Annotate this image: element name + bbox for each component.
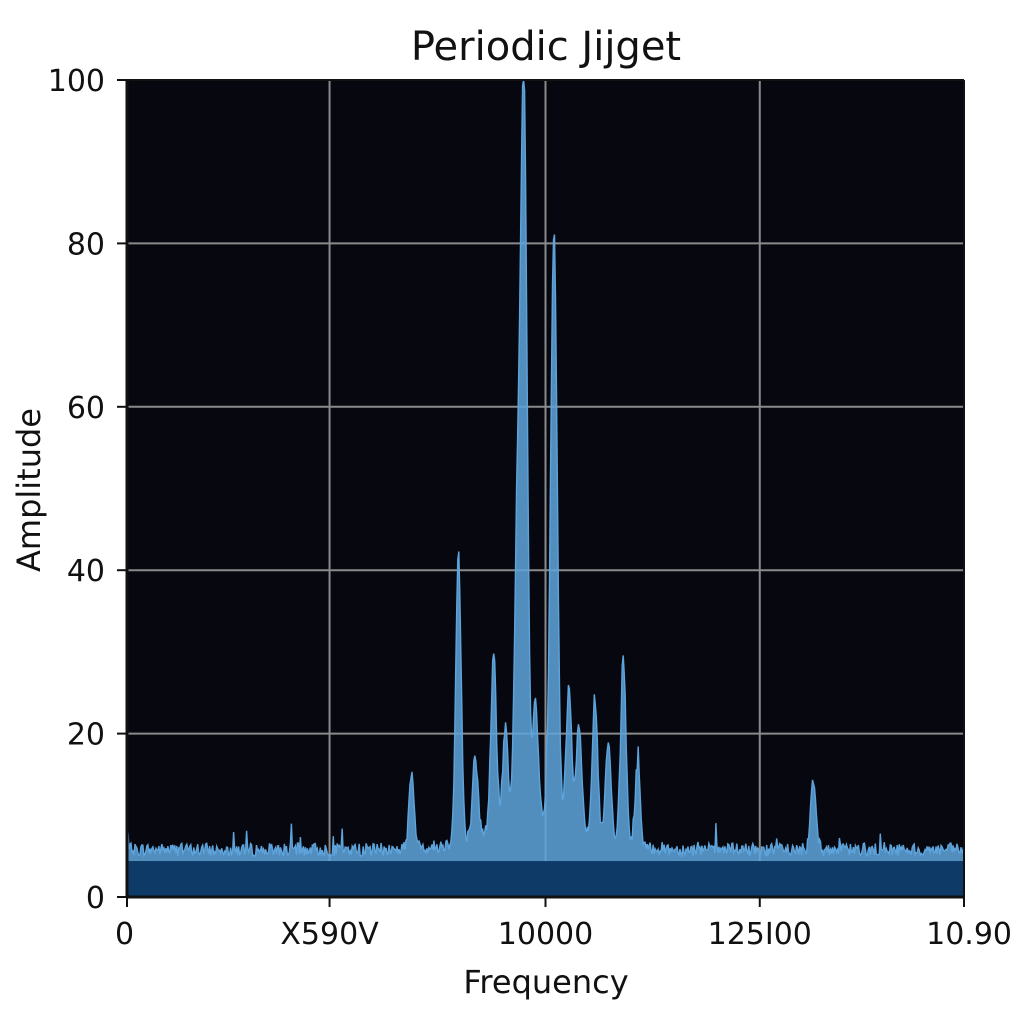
x-axis-label: Frequency <box>463 963 628 1001</box>
x-tick-label: 10000 <box>498 917 593 952</box>
y-axis-ticks: 0 20 40 60 80 100 <box>48 64 127 916</box>
x-axis-ticks: 0 X590V 10000 125I00 10.90 <box>115 897 1012 952</box>
spectrum-peak-0 <box>457 602 459 604</box>
spectrum-peak-1 <box>493 716 495 718</box>
x-tick-label: X590V <box>280 917 379 952</box>
spectrum-peak-10 <box>534 782 536 784</box>
spectrum-peak-14 <box>411 822 413 824</box>
spectrum-peak-5 <box>568 757 570 759</box>
x-tick-label: 125I00 <box>708 917 812 952</box>
spectrum-peak-3 <box>523 128 525 130</box>
spectrum-peak-8 <box>474 814 476 816</box>
spectrum-line <box>126 79 965 859</box>
y-tick-label: 80 <box>67 227 105 262</box>
spectrum-peak-7 <box>622 708 624 710</box>
y-tick-label: 100 <box>48 64 105 99</box>
spectrum-peak-6 <box>594 757 596 759</box>
spectrum-peak-2 <box>516 626 518 628</box>
spectrum-peak-11 <box>578 790 580 792</box>
spectrum-peak-13 <box>637 814 639 816</box>
y-tick-label: 0 <box>86 881 105 916</box>
noise-floor-band <box>127 861 964 897</box>
x-tick-label: 10.90 <box>926 917 1012 952</box>
y-tick-label: 60 <box>67 391 105 426</box>
y-tick-label: 20 <box>67 718 105 753</box>
spectrum-peak-4 <box>553 300 555 302</box>
spectrum-peak-12 <box>607 798 609 800</box>
x-tick-label: 0 <box>115 917 134 952</box>
spectrum-peak-15 <box>812 822 814 824</box>
plot-area <box>125 79 965 899</box>
chart-title: Periodic Jijget <box>411 24 681 70</box>
y-axis-label: Amplitude <box>10 408 48 572</box>
spectrum-peak-9 <box>504 798 506 800</box>
y-tick-label: 40 <box>67 554 105 589</box>
